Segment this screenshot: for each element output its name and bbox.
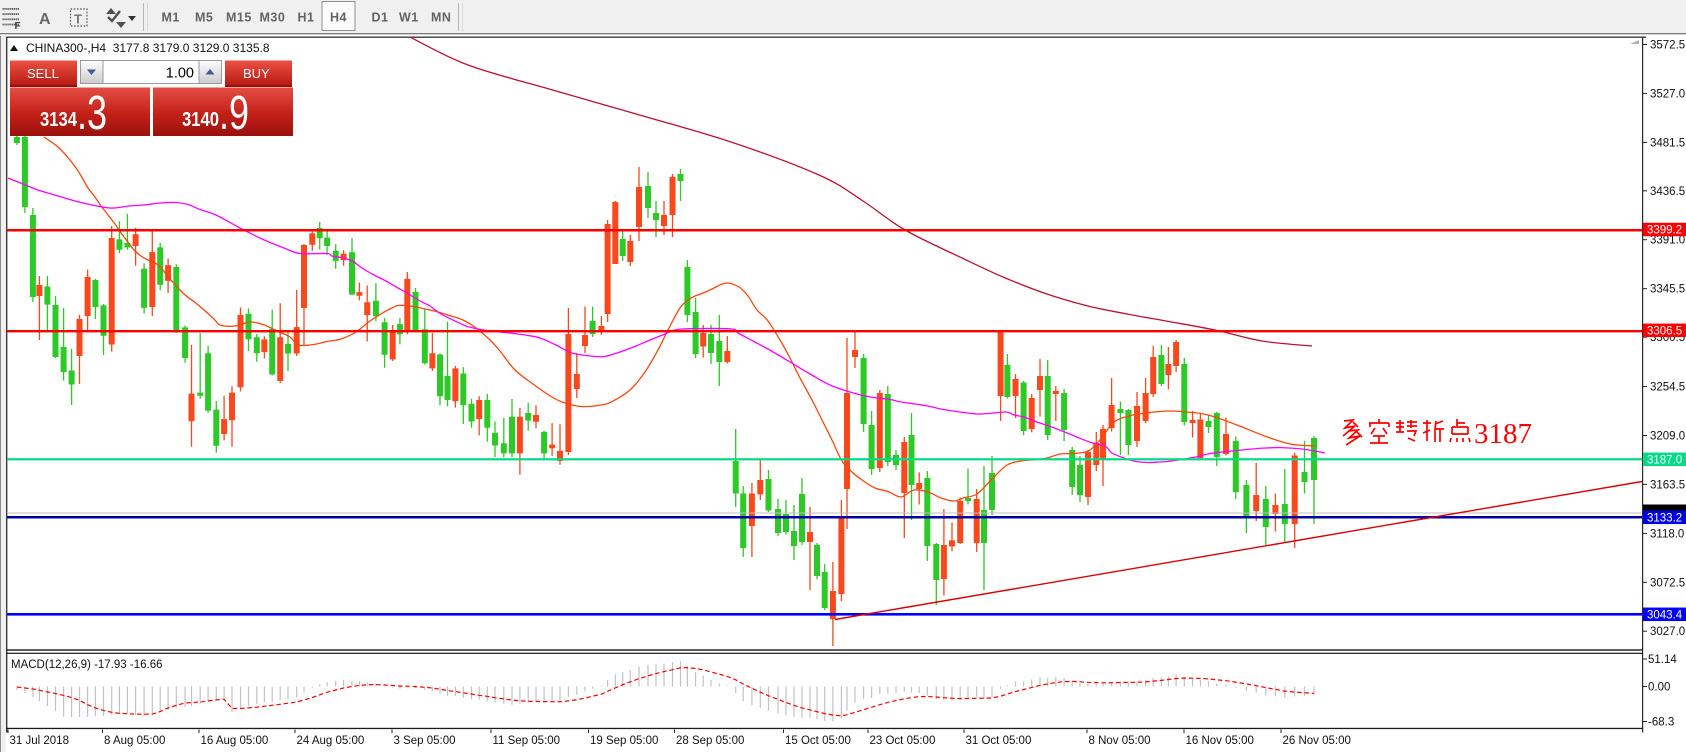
svg-text:MACD(12,26,9) -17.93 -16.66: MACD(12,26,9) -17.93 -16.66 [11, 659, 163, 671]
svg-text:28 Sep 05:00: 28 Sep 05:00 [676, 735, 744, 747]
svg-text:W1: W1 [399, 11, 419, 25]
svg-text:3527.0: 3527.0 [1650, 88, 1685, 100]
svg-text:19 Sep 05:00: 19 Sep 05:00 [590, 735, 658, 747]
svg-text:H4: H4 [330, 11, 347, 25]
svg-text:31 Jul 2018: 31 Jul 2018 [10, 735, 69, 747]
svg-text:26 Nov 05:00: 26 Nov 05:00 [1283, 735, 1351, 747]
svg-text:3140: 3140 [182, 109, 219, 131]
svg-text:3209.0: 3209.0 [1650, 431, 1685, 443]
svg-text:F: F [15, 21, 21, 32]
svg-text:3133.2: 3133.2 [1647, 513, 1682, 525]
svg-text:3118.0: 3118.0 [1650, 528, 1684, 540]
svg-text:BUY: BUY [243, 66, 270, 81]
svg-text:23 Oct 05:00: 23 Oct 05:00 [870, 735, 936, 747]
svg-text:H1: H1 [298, 11, 315, 25]
svg-text:-68.3: -68.3 [1648, 717, 1674, 729]
svg-text:3481.5: 3481.5 [1650, 137, 1685, 149]
svg-text:3254.5: 3254.5 [1650, 382, 1685, 394]
svg-text:24 Aug 05:00: 24 Aug 05:00 [297, 735, 365, 747]
svg-text:M5: M5 [195, 11, 213, 25]
svg-text:31 Oct 05:00: 31 Oct 05:00 [966, 735, 1032, 747]
svg-text:3399.2: 3399.2 [1647, 225, 1682, 237]
svg-text:3187.0: 3187.0 [1647, 455, 1682, 467]
svg-text:T: T [74, 12, 82, 27]
svg-text:3187: 3187 [1474, 418, 1532, 450]
svg-text:3027.0: 3027.0 [1650, 626, 1685, 638]
svg-text:15 Oct 05:00: 15 Oct 05:00 [785, 735, 851, 747]
svg-text:M15: M15 [226, 11, 252, 25]
svg-text:8 Nov 05:00: 8 Nov 05:00 [1089, 735, 1151, 747]
svg-text:8 Aug 05:00: 8 Aug 05:00 [104, 735, 165, 747]
svg-text:.9: .9 [219, 87, 249, 140]
svg-text:3306.5: 3306.5 [1647, 326, 1682, 338]
svg-text:16 Aug 05:00: 16 Aug 05:00 [201, 735, 269, 747]
svg-text:0.00: 0.00 [1648, 682, 1670, 694]
svg-text:3163.5: 3163.5 [1650, 479, 1685, 491]
svg-text:M1: M1 [162, 11, 180, 25]
svg-text:51.14: 51.14 [1648, 654, 1677, 666]
svg-text:3345.5: 3345.5 [1650, 284, 1685, 296]
svg-text:16 Nov 05:00: 16 Nov 05:00 [1186, 735, 1254, 747]
svg-text:3043.4: 3043.4 [1647, 610, 1683, 622]
svg-text:.3: .3 [77, 87, 107, 140]
svg-text:3436.5: 3436.5 [1650, 186, 1685, 198]
svg-text:SELL: SELL [27, 66, 59, 81]
svg-text:3134: 3134 [40, 109, 78, 131]
svg-text:D1: D1 [372, 11, 389, 25]
svg-text:3572.5: 3572.5 [1650, 40, 1685, 52]
svg-text:11 Sep 05:00: 11 Sep 05:00 [493, 735, 561, 747]
svg-text:A: A [39, 11, 51, 28]
svg-text:CHINA300-,H4 3177.8 3179.0 31: CHINA300-,H4 3177.8 3179.0 3129.0 3135.8 [26, 41, 270, 55]
svg-text:3 Sep 05:00: 3 Sep 05:00 [394, 735, 456, 747]
svg-text:MN: MN [431, 11, 451, 25]
svg-text:M30: M30 [260, 11, 286, 25]
svg-text:3072.5: 3072.5 [1650, 577, 1685, 589]
svg-text:1.00: 1.00 [166, 66, 194, 82]
svg-text:3391.0: 3391.0 [1650, 235, 1685, 247]
